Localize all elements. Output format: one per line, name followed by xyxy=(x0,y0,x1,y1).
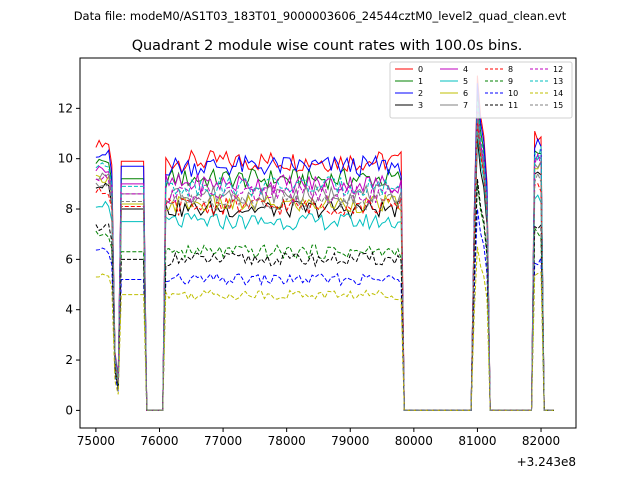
legend-label-1: 1 xyxy=(418,77,423,86)
legend-label-7: 7 xyxy=(463,101,468,110)
x-axis: 75000 76000 77000 78000 79000 80000 81000 82000 xyxy=(77,428,560,448)
legend-label-13: 13 xyxy=(553,77,563,86)
legend-label-5: 5 xyxy=(463,77,468,86)
legend-label-9: 9 xyxy=(508,77,513,86)
x-tick-label: 79000 xyxy=(331,434,369,448)
x-tick-label: 80000 xyxy=(395,434,433,448)
x-tick-label: 82000 xyxy=(522,434,560,448)
x-tick-label: 75000 xyxy=(77,434,115,448)
legend-label-15: 15 xyxy=(553,101,563,110)
y-tick-label: 10 xyxy=(58,152,73,166)
y-tick-label: 4 xyxy=(65,303,73,317)
plot-area xyxy=(95,75,554,411)
legend-label-8: 8 xyxy=(508,65,513,74)
x-tick-label: 77000 xyxy=(204,434,242,448)
legend-label-3: 3 xyxy=(418,101,423,110)
figure-suptitle: Data file: modeM0/AS1T03_183T01_90000036… xyxy=(74,9,567,23)
legend-label-2: 2 xyxy=(418,89,423,98)
x-axis-offset-label: +3.243e8 xyxy=(517,455,576,469)
y-tick-label: 8 xyxy=(65,202,73,216)
legend-box xyxy=(389,61,573,119)
series-line-14 xyxy=(95,246,554,411)
y-tick-label: 0 xyxy=(65,403,73,417)
y-axis: 0 2 4 6 8 10 12 xyxy=(58,101,80,417)
legend-label-0: 0 xyxy=(418,65,423,74)
y-tick-label: 2 xyxy=(65,353,73,367)
x-tick-label: 81000 xyxy=(458,434,496,448)
legend-label-10: 10 xyxy=(508,89,518,98)
legend-label-12: 12 xyxy=(553,65,563,74)
x-tick-label: 78000 xyxy=(268,434,306,448)
axes-frame xyxy=(79,57,577,429)
series-line-13 xyxy=(95,100,554,411)
series-line-15 xyxy=(95,113,554,411)
legend-label-4: 4 xyxy=(463,65,468,74)
y-tick-label: 6 xyxy=(65,252,73,266)
legend-label-11: 11 xyxy=(508,101,518,110)
chart-title: Quadrant 2 module wise count rates with … xyxy=(132,38,523,54)
series-line-12 xyxy=(95,105,554,411)
x-tick-label: 76000 xyxy=(140,434,178,448)
y-tick-label: 12 xyxy=(58,101,73,115)
series-line-10 xyxy=(95,208,554,411)
legend-label-14: 14 xyxy=(553,89,563,98)
legend-label-6: 6 xyxy=(463,89,468,98)
